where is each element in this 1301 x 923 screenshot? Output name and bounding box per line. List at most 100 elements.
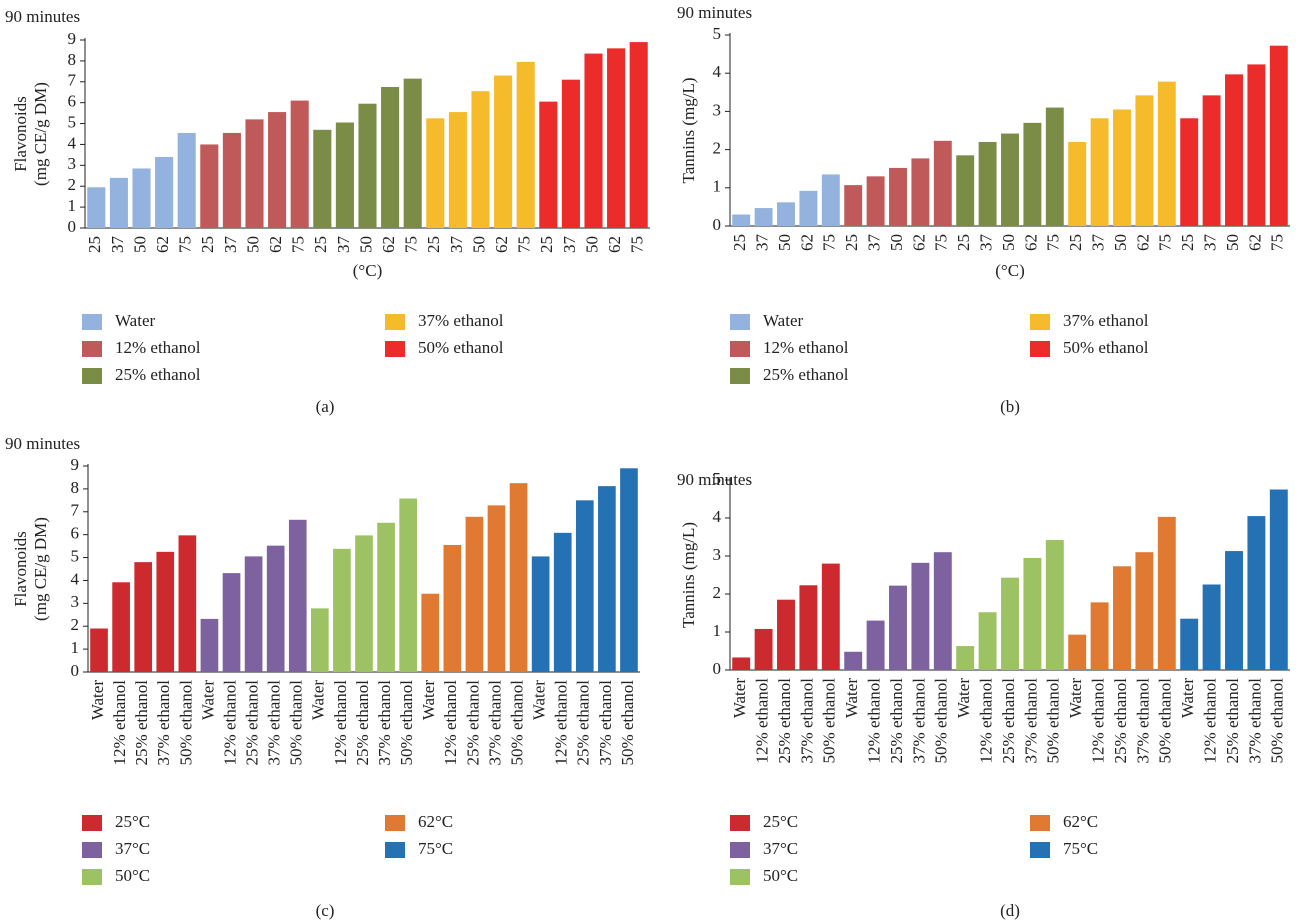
y-tick-label: 2 xyxy=(71,615,80,634)
x-tick-label: 37 xyxy=(865,234,884,252)
bar xyxy=(509,483,528,672)
x-tick-label: 25% ethanol xyxy=(887,678,906,764)
y-axis-label: (mg CE/g DM) xyxy=(31,82,50,186)
x-tick-label: 50 xyxy=(356,236,375,253)
x-tick-label: 37% ethanol xyxy=(1021,678,1040,764)
x-tick-label: 37% ethanol xyxy=(1245,678,1264,764)
x-tick-label: 25% ethanol xyxy=(574,680,593,766)
bar xyxy=(403,78,422,229)
x-axis-label: (°C) xyxy=(995,261,1024,280)
legend-swatch xyxy=(82,341,102,357)
x-tick-label: 12% ethanol xyxy=(1201,678,1220,764)
x-tick-label: 37 xyxy=(1201,234,1220,252)
x-tick-label: 37 xyxy=(108,236,127,254)
bar xyxy=(1225,551,1243,670)
subtitle: 90 minutes xyxy=(677,470,752,489)
y-axis-label: (mg CE/g DM) xyxy=(31,517,50,621)
bar xyxy=(866,176,885,226)
bar xyxy=(516,61,535,228)
y-tick-label: 8 xyxy=(71,478,80,497)
x-tick-label: 75 xyxy=(1156,234,1175,251)
bar xyxy=(1113,109,1131,226)
bar xyxy=(754,628,773,670)
x-tick-label: 50 xyxy=(469,236,488,253)
bar xyxy=(1225,74,1243,226)
bar xyxy=(333,548,351,672)
bar xyxy=(381,87,400,228)
legend-swatch xyxy=(385,341,405,357)
x-tick-label: 62 xyxy=(605,236,624,253)
x-tick-label: 75 xyxy=(628,236,647,253)
y-tick-label: 4 xyxy=(713,62,722,81)
bar xyxy=(1180,618,1199,670)
y-tick-label: 7 xyxy=(68,71,77,90)
legend-swatch xyxy=(82,368,102,384)
y-tick-label: 3 xyxy=(68,154,77,173)
y-tick-label: 2 xyxy=(713,139,722,158)
x-tick-label: 25 xyxy=(730,234,749,251)
x-tick-label: 37% ethanol xyxy=(797,678,816,764)
legend-label: 37% ethanol xyxy=(1063,311,1149,330)
y-tick-label: 1 xyxy=(713,621,722,640)
bar xyxy=(156,551,175,672)
legend-label: 25% ethanol xyxy=(763,365,849,384)
bar xyxy=(889,167,907,226)
bar xyxy=(399,498,417,672)
bar xyxy=(1269,45,1288,226)
x-tick-label: 37% ethanol xyxy=(596,680,615,766)
x-axis-label: (°C) xyxy=(353,261,382,280)
bar xyxy=(584,53,603,229)
x-tick-label: 25% ethanol xyxy=(775,678,794,764)
x-tick-label: 62 xyxy=(1133,234,1152,251)
bar xyxy=(1157,81,1176,226)
bar xyxy=(1247,64,1266,226)
bar xyxy=(777,202,795,226)
x-tick-label: 37% ethanol xyxy=(375,680,394,766)
x-tick-label: 25 xyxy=(954,234,973,251)
x-tick-label: Water xyxy=(198,680,217,720)
x-tick-label: 25% ethanol xyxy=(463,680,482,766)
legend-label: 75°C xyxy=(418,839,453,858)
bar xyxy=(1023,557,1042,670)
bar xyxy=(1202,584,1221,670)
legend-label: 75°C xyxy=(1063,839,1098,858)
x-tick-label: 12% ethanol xyxy=(977,678,996,764)
bar xyxy=(266,545,285,672)
x-tick-label: 37 xyxy=(221,236,240,254)
bar xyxy=(777,599,795,670)
panel-label: (d) xyxy=(1000,901,1020,920)
bar xyxy=(426,118,445,228)
x-tick-label: 25 xyxy=(311,236,330,253)
legend-label: 62°C xyxy=(1063,812,1098,831)
x-tick-label: 25 xyxy=(842,234,861,251)
x-tick-label: 62 xyxy=(909,234,928,251)
legend-label: 25°C xyxy=(763,812,798,831)
legend-swatch xyxy=(82,869,102,885)
x-tick-label: 62 xyxy=(1245,234,1264,251)
legend-swatch xyxy=(730,314,750,330)
x-tick-label: 62 xyxy=(379,236,398,253)
bar xyxy=(1023,122,1042,226)
x-tick-label: Water xyxy=(88,680,107,720)
x-tick-label: 50 xyxy=(887,234,906,251)
bar xyxy=(112,582,130,672)
x-tick-label: 50% ethanol xyxy=(397,680,416,766)
legend-label: 50% ethanol xyxy=(1063,338,1149,357)
x-tick-label: 75 xyxy=(176,236,195,253)
x-tick-label: 25 xyxy=(424,236,443,253)
bar xyxy=(134,562,153,672)
x-tick-label: 12% ethanol xyxy=(865,678,884,764)
x-tick-label: 50% ethanol xyxy=(1156,678,1175,764)
legend-label: 12% ethanol xyxy=(115,338,201,357)
bar xyxy=(531,556,550,672)
bar xyxy=(290,100,309,228)
bar xyxy=(629,42,648,228)
legend-swatch xyxy=(385,815,405,831)
x-tick-label: 50% ethanol xyxy=(1044,678,1063,764)
bar xyxy=(448,112,467,228)
x-tick-label: 50 xyxy=(1111,234,1130,251)
x-tick-label: 25% ethanol xyxy=(132,680,151,766)
x-tick-label: 50 xyxy=(1223,234,1242,251)
